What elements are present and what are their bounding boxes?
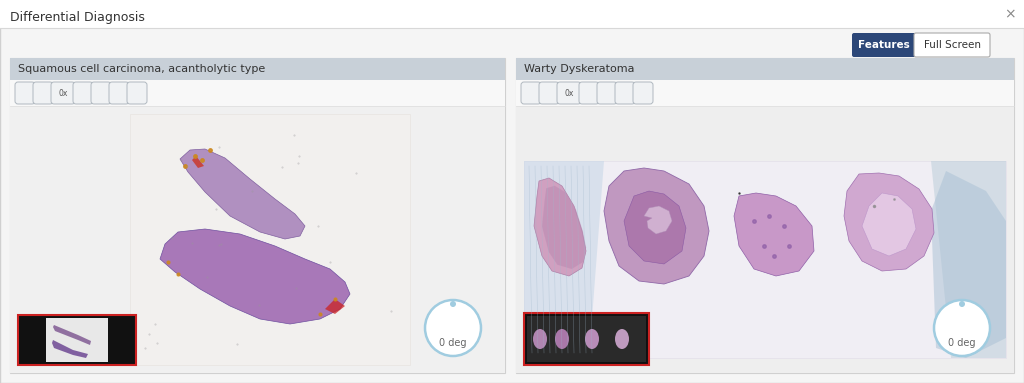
FancyBboxPatch shape: [516, 58, 1014, 373]
Text: 0x: 0x: [58, 88, 68, 98]
Ellipse shape: [585, 329, 599, 349]
Circle shape: [450, 301, 456, 307]
FancyBboxPatch shape: [615, 82, 635, 104]
FancyBboxPatch shape: [18, 315, 136, 365]
Ellipse shape: [534, 329, 547, 349]
Polygon shape: [931, 171, 1006, 358]
FancyBboxPatch shape: [10, 106, 505, 373]
FancyBboxPatch shape: [10, 58, 505, 373]
Polygon shape: [931, 161, 1006, 358]
Text: Warty Dyskeratoma: Warty Dyskeratoma: [524, 64, 635, 74]
FancyBboxPatch shape: [516, 58, 1014, 80]
FancyBboxPatch shape: [10, 58, 505, 80]
FancyBboxPatch shape: [527, 316, 646, 362]
FancyBboxPatch shape: [127, 82, 147, 104]
Text: Squamous cell carcinoma, acantholytic type: Squamous cell carcinoma, acantholytic ty…: [18, 64, 265, 74]
FancyBboxPatch shape: [633, 82, 653, 104]
FancyBboxPatch shape: [130, 114, 410, 365]
Text: 0 deg: 0 deg: [439, 338, 467, 348]
Polygon shape: [542, 186, 586, 269]
FancyBboxPatch shape: [524, 313, 649, 365]
FancyBboxPatch shape: [10, 80, 505, 106]
FancyBboxPatch shape: [91, 82, 111, 104]
Polygon shape: [862, 193, 916, 256]
Polygon shape: [604, 168, 709, 284]
Polygon shape: [53, 325, 91, 345]
FancyBboxPatch shape: [597, 82, 617, 104]
Text: Full Screen: Full Screen: [924, 40, 981, 50]
FancyBboxPatch shape: [914, 33, 990, 57]
Ellipse shape: [555, 329, 569, 349]
FancyBboxPatch shape: [557, 82, 581, 104]
Text: 0 deg: 0 deg: [948, 338, 976, 348]
Polygon shape: [644, 206, 672, 234]
FancyBboxPatch shape: [539, 82, 559, 104]
FancyBboxPatch shape: [51, 82, 75, 104]
FancyBboxPatch shape: [33, 82, 53, 104]
Text: Features: Features: [858, 40, 910, 50]
FancyBboxPatch shape: [0, 0, 1024, 28]
Polygon shape: [524, 161, 604, 358]
Polygon shape: [180, 149, 305, 239]
Polygon shape: [734, 193, 814, 276]
FancyBboxPatch shape: [521, 82, 541, 104]
FancyBboxPatch shape: [73, 82, 93, 104]
Ellipse shape: [615, 329, 629, 349]
Polygon shape: [844, 173, 934, 271]
FancyBboxPatch shape: [524, 161, 1006, 358]
Circle shape: [425, 300, 481, 356]
FancyBboxPatch shape: [516, 106, 1014, 373]
Circle shape: [959, 301, 965, 307]
FancyBboxPatch shape: [15, 82, 35, 104]
FancyBboxPatch shape: [579, 82, 599, 104]
Text: Differential Diagnosis: Differential Diagnosis: [10, 10, 144, 23]
Text: 0x: 0x: [564, 88, 573, 98]
FancyBboxPatch shape: [109, 82, 129, 104]
FancyBboxPatch shape: [852, 33, 916, 57]
FancyBboxPatch shape: [516, 80, 1014, 106]
Text: ×: ×: [1005, 7, 1016, 21]
Polygon shape: [624, 191, 686, 264]
Circle shape: [934, 300, 990, 356]
Polygon shape: [325, 299, 345, 314]
Polygon shape: [193, 156, 204, 168]
Polygon shape: [160, 229, 350, 324]
FancyBboxPatch shape: [46, 318, 108, 362]
Polygon shape: [534, 178, 586, 276]
Polygon shape: [52, 340, 88, 358]
